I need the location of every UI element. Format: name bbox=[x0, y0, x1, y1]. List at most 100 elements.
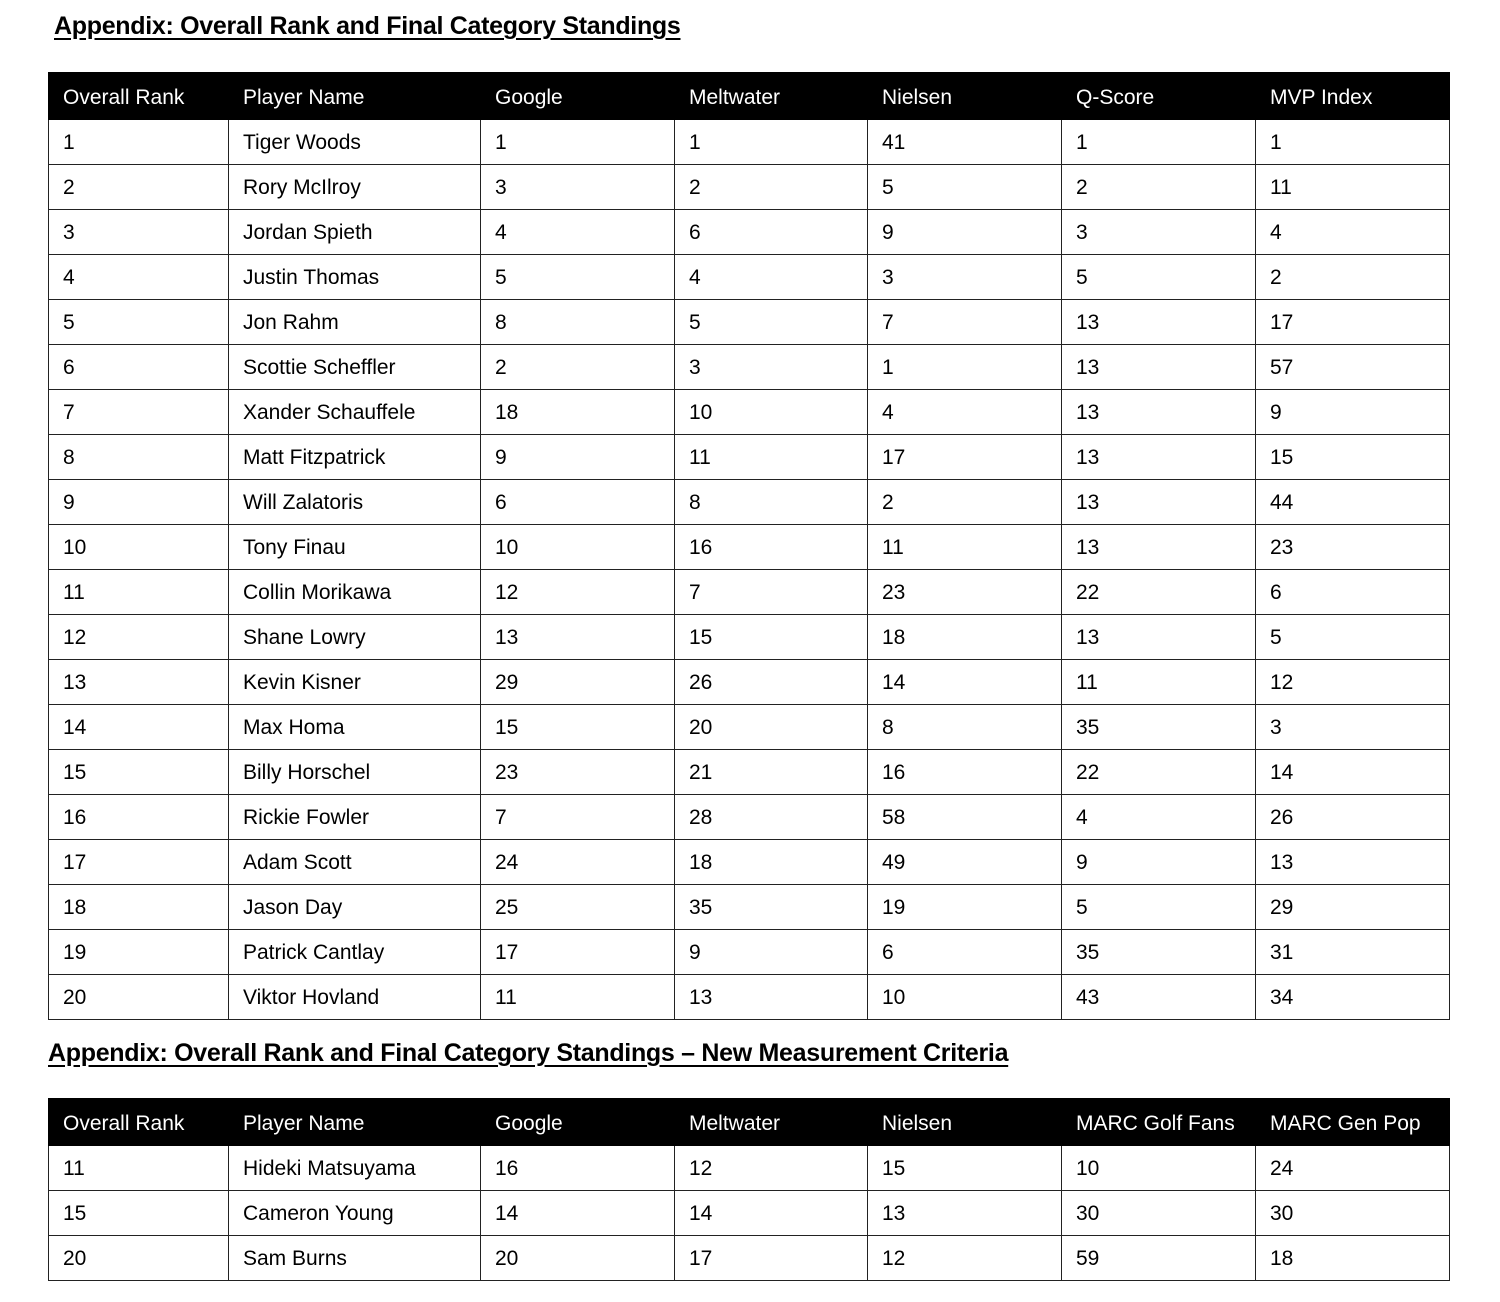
table-row: 10 Tony Finau 10 16 11 13 23 bbox=[48, 524, 1450, 570]
table-row: 5 Jon Rahm 8 5 7 13 17 bbox=[48, 299, 1450, 345]
table-cell: 59 bbox=[1061, 1235, 1256, 1281]
table-cell: 20 bbox=[48, 1235, 229, 1281]
table-cell: 19 bbox=[867, 884, 1062, 930]
table-cell: Tiger Woods bbox=[228, 119, 481, 165]
table-cell: Rory McIlroy bbox=[228, 164, 481, 210]
column-header: Meltwater bbox=[674, 72, 868, 120]
table-cell: 2 bbox=[1061, 164, 1256, 210]
table-cell: 4 bbox=[48, 254, 229, 300]
table-cell: 13 bbox=[867, 1190, 1062, 1236]
table-cell: 9 bbox=[867, 209, 1062, 255]
table-cell: 11 bbox=[867, 524, 1062, 570]
table-cell: 5 bbox=[48, 299, 229, 345]
column-header: Player Name bbox=[228, 1098, 481, 1146]
table-cell: 14 bbox=[674, 1190, 868, 1236]
table-cell: 14 bbox=[480, 1190, 675, 1236]
table-cell: 1 bbox=[674, 119, 868, 165]
table-cell: 6 bbox=[867, 929, 1062, 975]
table-row: 1 Tiger Woods 1 1 41 1 1 bbox=[48, 119, 1450, 165]
table-cell: 13 bbox=[48, 659, 229, 705]
table-cell: Hideki Matsuyama bbox=[228, 1145, 481, 1191]
table-cell: Collin Morikawa bbox=[228, 569, 481, 615]
table-cell: 6 bbox=[48, 344, 229, 390]
table-cell: 3 bbox=[867, 254, 1062, 300]
table-cell: 44 bbox=[1255, 479, 1450, 525]
table-cell: 15 bbox=[480, 704, 675, 750]
table-cell: 4 bbox=[674, 254, 868, 300]
table-cell: 22 bbox=[1061, 749, 1256, 795]
table-cell: 1 bbox=[1255, 119, 1450, 165]
table-cell: 2 bbox=[674, 164, 868, 210]
column-header: Meltwater bbox=[674, 1098, 868, 1146]
table-cell: 9 bbox=[1061, 839, 1256, 885]
table-cell: 30 bbox=[1255, 1190, 1450, 1236]
table-cell: 11 bbox=[48, 1145, 229, 1191]
table-cell: 34 bbox=[1255, 974, 1450, 1020]
table-cell: 9 bbox=[48, 479, 229, 525]
table-cell: 11 bbox=[1255, 164, 1450, 210]
table-cell: 24 bbox=[1255, 1145, 1450, 1191]
table-cell: 15 bbox=[48, 1190, 229, 1236]
table-cell: 12 bbox=[674, 1145, 868, 1191]
table-cell: 8 bbox=[480, 299, 675, 345]
table-cell: Rickie Fowler bbox=[228, 794, 481, 840]
table-cell: 3 bbox=[480, 164, 675, 210]
table-cell: 11 bbox=[480, 974, 675, 1020]
table-cell: 14 bbox=[867, 659, 1062, 705]
table-cell: 20 bbox=[674, 704, 868, 750]
column-header: Google bbox=[480, 72, 675, 120]
table-cell: Patrick Cantlay bbox=[228, 929, 481, 975]
table-cell: 5 bbox=[867, 164, 1062, 210]
table-cell: 29 bbox=[1255, 884, 1450, 930]
table-cell: 3 bbox=[1255, 704, 1450, 750]
column-header: Q-Score bbox=[1061, 72, 1256, 120]
table-cell: 25 bbox=[480, 884, 675, 930]
table-row: 2 Rory McIlroy 3 2 5 2 11 bbox=[48, 164, 1450, 210]
table-cell: 31 bbox=[1255, 929, 1450, 975]
table-cell: 15 bbox=[674, 614, 868, 660]
table-cell: Matt Fitzpatrick bbox=[228, 434, 481, 480]
column-header: Nielsen bbox=[867, 72, 1062, 120]
table-cell: 18 bbox=[480, 389, 675, 435]
table-cell: 9 bbox=[1255, 389, 1450, 435]
table-cell: 29 bbox=[480, 659, 675, 705]
table-cell: 21 bbox=[674, 749, 868, 795]
table-cell: 12 bbox=[867, 1235, 1062, 1281]
table-cell: 5 bbox=[1061, 884, 1256, 930]
table-cell: Will Zalatoris bbox=[228, 479, 481, 525]
table-cell: 28 bbox=[674, 794, 868, 840]
table-cell: Xander Schauffele bbox=[228, 389, 481, 435]
table-cell: 7 bbox=[480, 794, 675, 840]
table-cell: Max Homa bbox=[228, 704, 481, 750]
table-cell: 30 bbox=[1061, 1190, 1256, 1236]
table-row: 15 Billy Horschel 23 21 16 22 14 bbox=[48, 749, 1450, 795]
table-cell: 18 bbox=[1255, 1235, 1450, 1281]
table-cell: 2 bbox=[867, 479, 1062, 525]
table2-title: Appendix: Overall Rank and Final Categor… bbox=[48, 1039, 1009, 1067]
table-cell: 20 bbox=[480, 1235, 675, 1281]
table-cell: 6 bbox=[1255, 569, 1450, 615]
table-cell: 15 bbox=[48, 749, 229, 795]
column-header: Player Name bbox=[228, 72, 481, 120]
table-cell: 23 bbox=[1255, 524, 1450, 570]
table-cell: 16 bbox=[674, 524, 868, 570]
table-cell: Jon Rahm bbox=[228, 299, 481, 345]
table-row: 8 Matt Fitzpatrick 9 11 17 13 15 bbox=[48, 434, 1450, 480]
table-cell: 20 bbox=[48, 974, 229, 1020]
table-cell: 26 bbox=[674, 659, 868, 705]
table-cell: 58 bbox=[867, 794, 1062, 840]
table-cell: 9 bbox=[480, 434, 675, 480]
table-cell: 4 bbox=[480, 209, 675, 255]
table-cell: 2 bbox=[480, 344, 675, 390]
table-cell: 3 bbox=[674, 344, 868, 390]
column-header: MARC Golf Fans bbox=[1061, 1098, 1256, 1146]
table-cell: 23 bbox=[867, 569, 1062, 615]
table-cell: 7 bbox=[867, 299, 1062, 345]
table-row: 20 Viktor Hovland 11 13 10 43 34 bbox=[48, 974, 1450, 1020]
table-cell: 22 bbox=[1061, 569, 1256, 615]
table-cell: 5 bbox=[1061, 254, 1256, 300]
table-cell: 13 bbox=[480, 614, 675, 660]
table-cell: 26 bbox=[1255, 794, 1450, 840]
table-cell: 4 bbox=[1061, 794, 1256, 840]
table-cell: 3 bbox=[1061, 209, 1256, 255]
